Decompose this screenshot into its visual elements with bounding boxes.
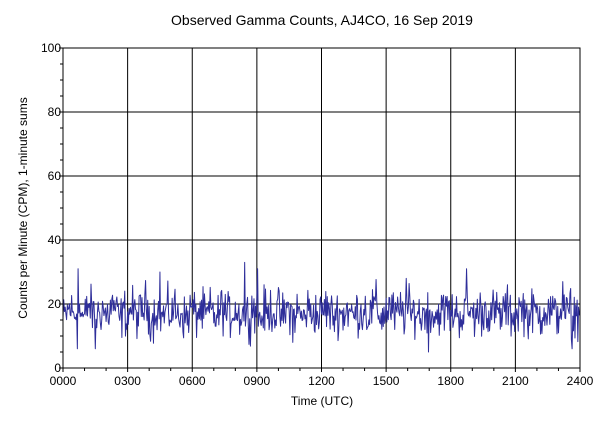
- grid: [63, 48, 580, 368]
- y-axis-label: Counts per Minute (CPM), 1-minute sums: [16, 97, 30, 318]
- y-tick-label-4: 80: [48, 105, 62, 119]
- y-tick-label-5: 100: [41, 41, 61, 55]
- x-tick-label-4: 1200: [308, 374, 335, 388]
- y-tick-label-1: 20: [48, 297, 62, 311]
- x-tick-label-6: 1800: [437, 374, 464, 388]
- x-tick-label-3: 0900: [244, 374, 271, 388]
- plot-frame: [62, 47, 581, 369]
- x-tick-label-0: 0000: [50, 374, 77, 388]
- y-tick-label-3: 60: [48, 169, 62, 183]
- x-tick-label-5: 1500: [373, 374, 400, 388]
- series: [62, 261, 581, 353]
- x-tick-label-8: 2400: [567, 374, 594, 388]
- x-tick-label-2: 0600: [179, 374, 206, 388]
- x-tick-labels: 0000 0300 0600 0900 1200 1500 1800 2100 2400: [50, 374, 594, 388]
- y-tick-label-2: 40: [48, 233, 62, 247]
- series-line-cpm: [62, 261, 581, 353]
- x-tick-label-1: 0300: [114, 374, 141, 388]
- y-tick-label-0: 0: [54, 361, 61, 375]
- y-tick-labels: 0 20 40 60 80 100: [41, 41, 61, 375]
- x-tick-label-7: 2100: [502, 374, 529, 388]
- x-axis-label: Time (UTC): [291, 394, 353, 408]
- chart-title: Observed Gamma Counts, AJ4CO, 16 Sep 201…: [171, 12, 473, 28]
